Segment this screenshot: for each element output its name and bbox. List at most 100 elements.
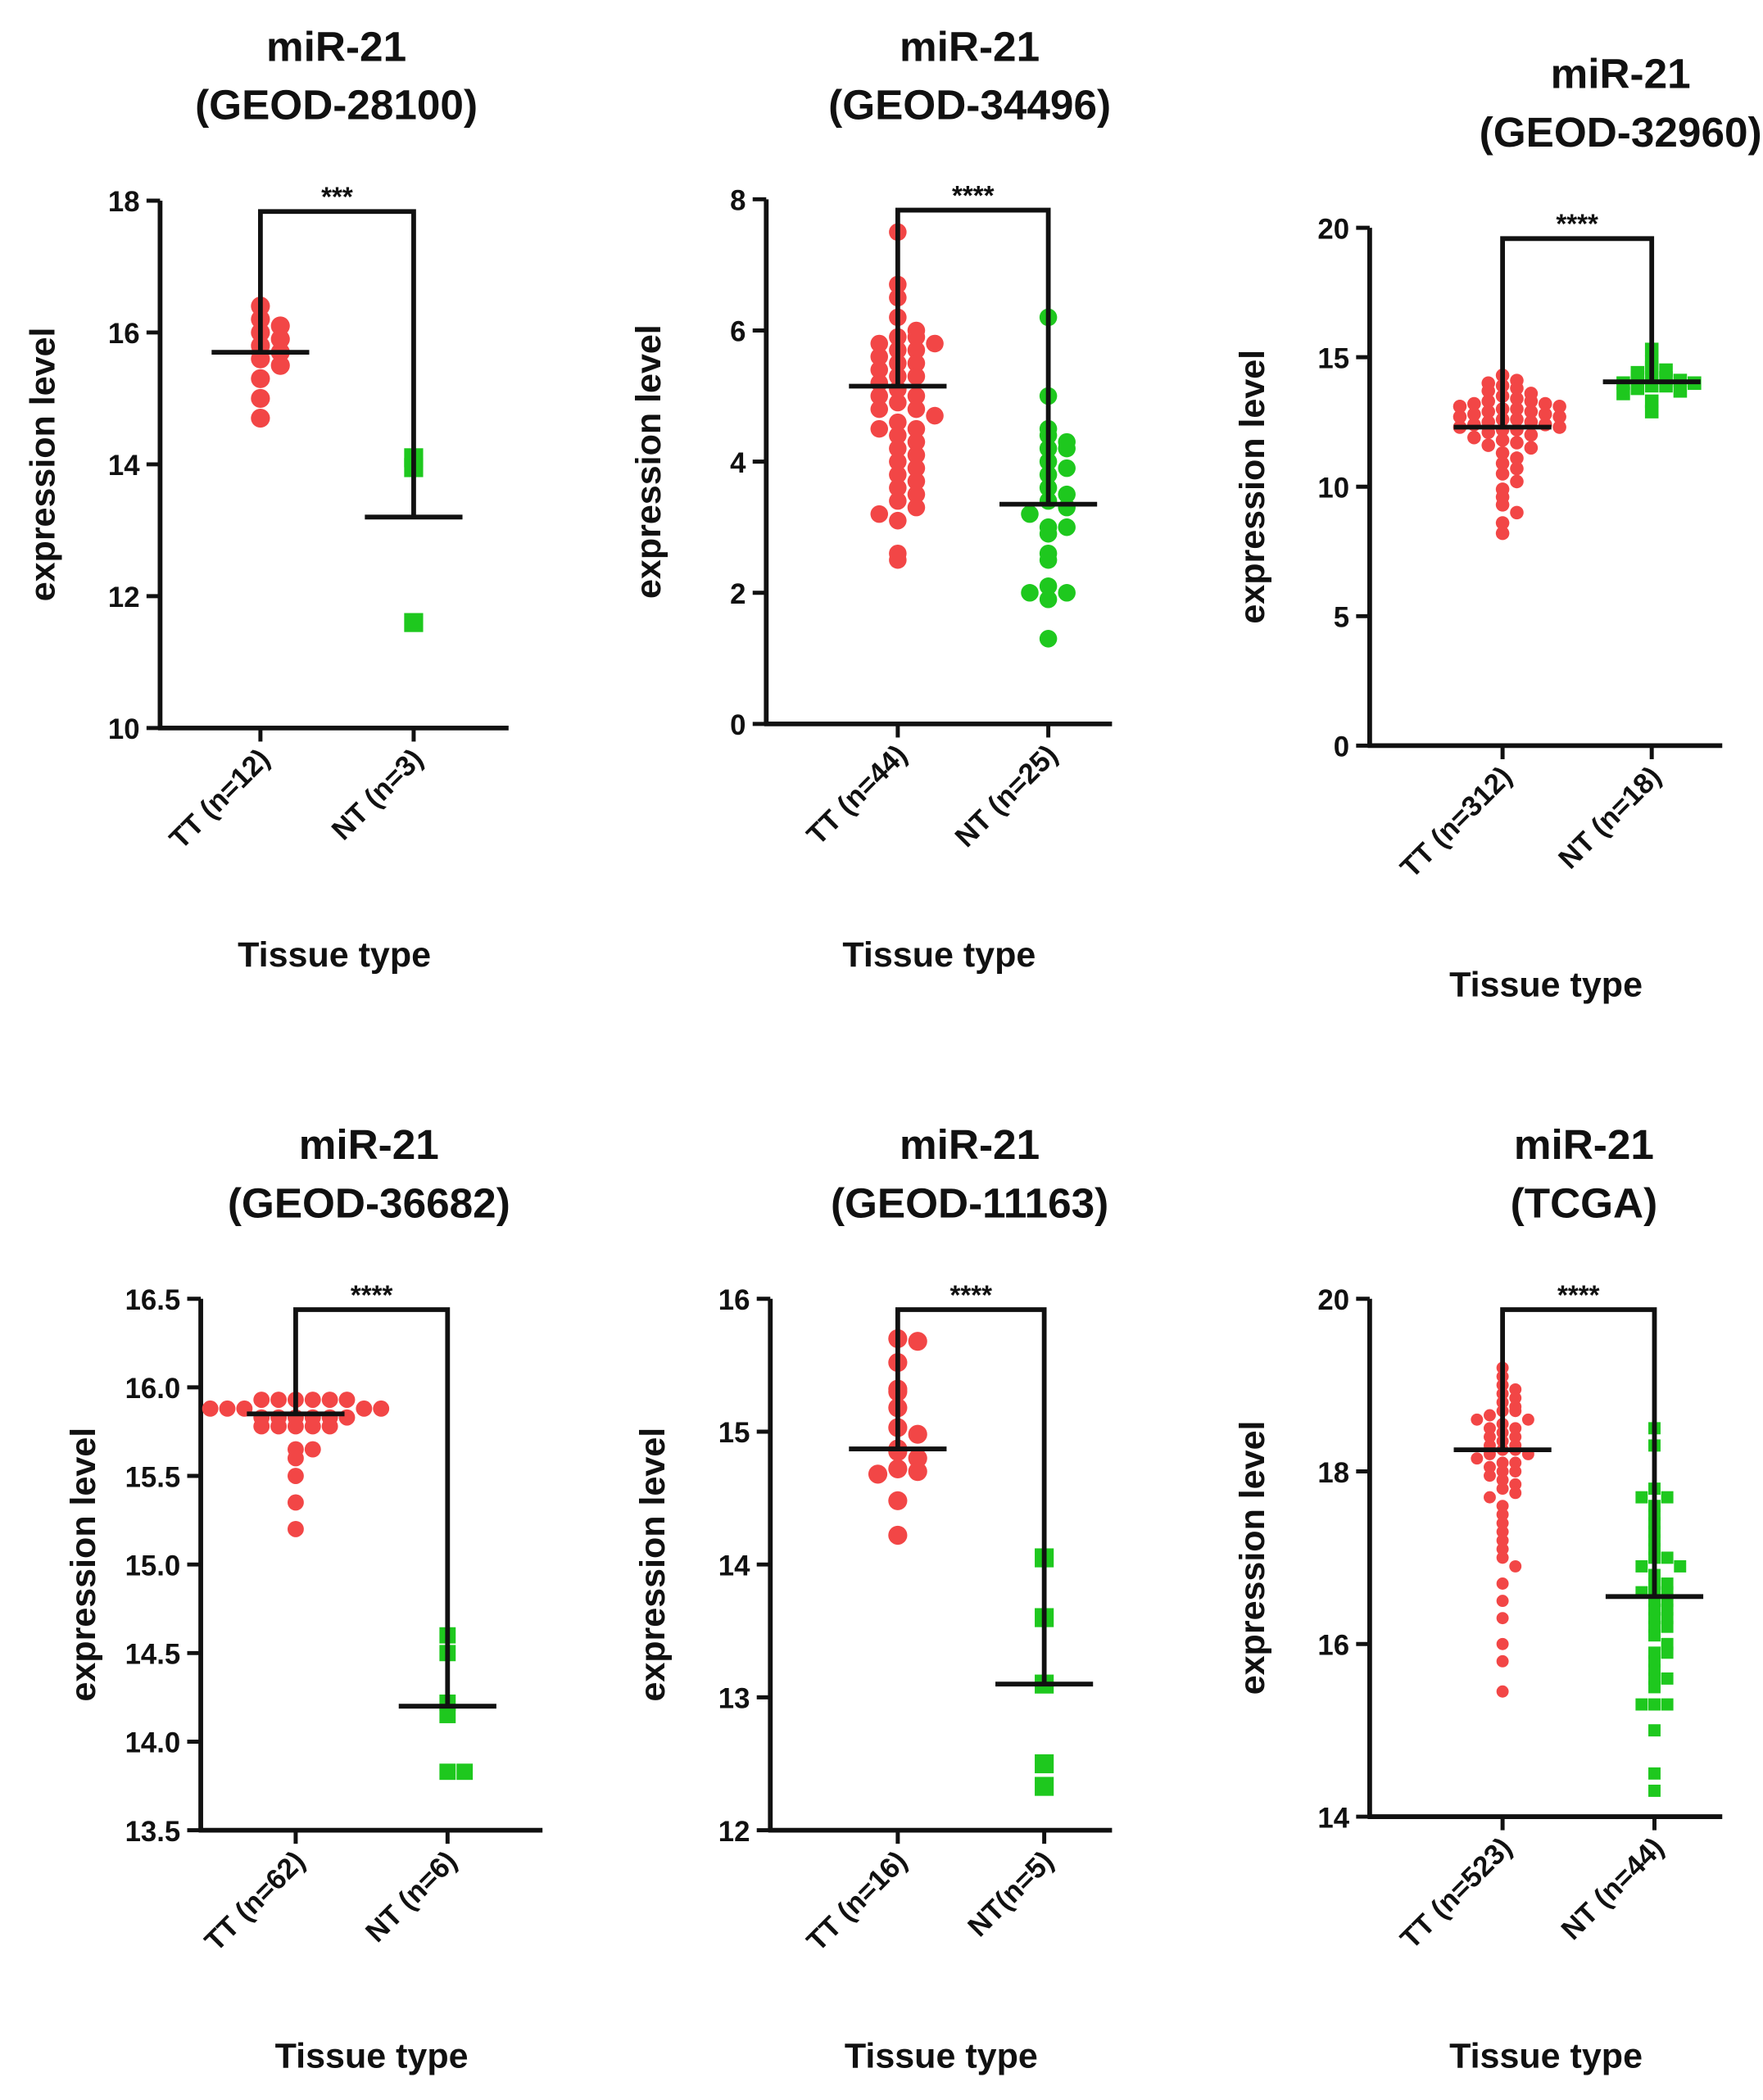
point: [1484, 1422, 1496, 1435]
y-tick-label: 13: [718, 1684, 750, 1715]
point: [1509, 1456, 1522, 1469]
point: [1524, 405, 1539, 419]
point: [1058, 498, 1076, 517]
point: [889, 550, 907, 569]
point: [1495, 516, 1510, 530]
y-tick-label: 16: [1317, 1631, 1349, 1662]
point: [889, 426, 907, 445]
point: [1661, 1646, 1674, 1659]
point: [202, 1400, 219, 1417]
panel: miR-21 (GEOD-34496) expression level Tissue…: [629, 23, 1113, 975]
point: [1496, 1637, 1509, 1650]
x-tick-label: NT (n=6): [360, 1845, 463, 1948]
point: [1496, 1685, 1509, 1698]
x-tick-label: TT (n=16): [801, 1845, 913, 1957]
point: [1552, 410, 1566, 424]
point: [356, 1400, 373, 1417]
point: [373, 1400, 390, 1417]
point: [304, 1418, 321, 1435]
point: [1648, 1784, 1661, 1797]
significance: ****: [949, 1280, 992, 1310]
y-tick-label: 10: [1317, 473, 1349, 504]
point: [1509, 1392, 1522, 1405]
point: [1509, 1478, 1522, 1491]
point: [253, 1392, 270, 1408]
point: [1453, 410, 1467, 424]
point: [1495, 467, 1510, 481]
panel: miR-21 (GEOD-36682) expression level Tissue…: [64, 1121, 543, 2075]
point: [270, 1392, 288, 1408]
point: [321, 1392, 338, 1408]
y-tick-label: 12: [108, 582, 140, 613]
point: [889, 478, 907, 497]
point: [251, 369, 270, 388]
point: [908, 1332, 927, 1351]
chart-title: (GEOD-28100): [195, 82, 478, 129]
point: [1524, 394, 1539, 409]
point: [1661, 1698, 1674, 1711]
point: [1484, 1409, 1496, 1422]
significance-bracket: [1500, 236, 1655, 428]
y-tick-label: 5: [1334, 603, 1349, 634]
significance: ****: [952, 181, 995, 211]
point: [1496, 1500, 1509, 1513]
point: [907, 341, 926, 360]
point: [1648, 1724, 1661, 1737]
point: [1495, 433, 1510, 447]
point: [321, 1418, 338, 1435]
x-tick-label: TT (n=523): [1395, 1832, 1518, 1955]
point: [270, 329, 290, 349]
point: [1496, 1534, 1509, 1547]
panel: miR-21 (TCGA) expression level Tissue type 1…: [1233, 1121, 1723, 2075]
y-tick-label: 20: [1317, 214, 1349, 245]
point: [889, 439, 907, 458]
point: [1035, 1776, 1054, 1796]
panel: miR-21 (GEOD-11163) expression level Tissue…: [633, 1121, 1113, 2075]
point: [1524, 428, 1539, 442]
x-axis-label: Tissue type: [1449, 2036, 1643, 2075]
y-tick-label: 2: [730, 579, 746, 610]
point: [1058, 518, 1076, 536]
point: [439, 1707, 456, 1723]
point: [1630, 381, 1645, 396]
chart-title: (GEOD-36682): [228, 1179, 510, 1226]
point: [1021, 584, 1039, 602]
significance-bracket: [1500, 1307, 1657, 1597]
point: [1496, 1508, 1509, 1521]
point: [287, 1418, 304, 1435]
y-tick-label: 14.5: [125, 1640, 181, 1671]
point: [907, 328, 926, 346]
point: [888, 1525, 908, 1546]
chart-title: (GEOD-32960): [1480, 109, 1762, 156]
x-tick-label: TT (n=44): [801, 739, 913, 851]
point: [1644, 405, 1659, 419]
point: [270, 355, 290, 375]
point: [907, 459, 926, 477]
x-tick-label: NT(n=5): [963, 1845, 1060, 1943]
point: [1039, 630, 1058, 648]
point: [304, 1392, 321, 1408]
point: [889, 465, 907, 484]
x-axis-label: Tissue type: [238, 935, 431, 975]
y-tick-label: 15.0: [125, 1550, 181, 1582]
point: [1648, 1698, 1661, 1711]
y-axis-label: expression level: [64, 1428, 103, 1702]
point: [1538, 407, 1552, 421]
x-tick-label: NT (n=3): [326, 743, 429, 846]
y-tick-label: 16: [718, 1285, 750, 1316]
x-axis-label: Tissue type: [1449, 966, 1643, 1005]
point: [1471, 1452, 1484, 1465]
point: [889, 393, 907, 412]
point: [1509, 1465, 1522, 1478]
point: [1495, 446, 1510, 460]
point: [1039, 577, 1058, 595]
point: [1039, 550, 1058, 569]
point: [1521, 1413, 1534, 1426]
point: [908, 1424, 927, 1444]
point: [1510, 391, 1524, 406]
point: [1510, 402, 1524, 416]
point: [870, 347, 889, 366]
chart-title: miR-21: [1551, 51, 1691, 97]
point: [1648, 1767, 1661, 1780]
